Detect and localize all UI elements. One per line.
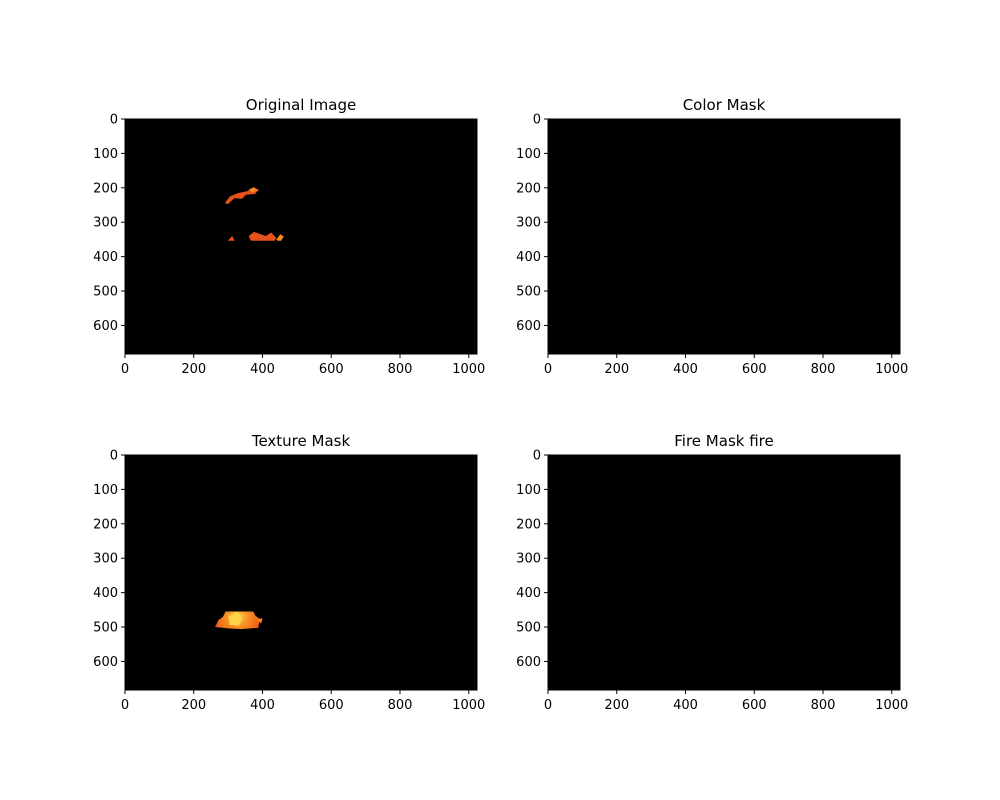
- panel-title: Texture Mask: [251, 432, 351, 450]
- x-tick-label: 800: [811, 698, 836, 713]
- y-tick-label: 0: [533, 113, 541, 128]
- y-tick-label: 200: [93, 181, 118, 196]
- y-tick-label: 500: [516, 285, 541, 300]
- panel-4: Fire Mask fire 0 200 400 600 800 1000 0 100 200 30…: [516, 432, 908, 713]
- y-tick-label: 400: [93, 586, 118, 601]
- x-tick-label: 1000: [875, 698, 908, 713]
- x-tick-label: 0: [121, 698, 129, 713]
- fire-core-region: [257, 618, 263, 624]
- y-tick-label: 0: [110, 449, 118, 464]
- panel-3: Texture Mask 0 200 400 600 800 1000 0 100 200 300 4…: [93, 432, 485, 713]
- y-tick-label: 600: [93, 655, 118, 670]
- x-tick-label: 800: [811, 362, 836, 377]
- y-tick-label: 100: [93, 147, 118, 162]
- x-tick-label: 0: [121, 362, 129, 377]
- panel-1: Original Image 0 200 400 600 800 1000 0 100 200 30…: [93, 96, 485, 377]
- image-content: [224, 187, 284, 241]
- x-tick-label: 0: [544, 362, 552, 377]
- fire-main-region: [248, 231, 277, 241]
- y-tick-label: 500: [516, 621, 541, 636]
- panel-title: Color Mask: [683, 96, 766, 114]
- y-tick-label: 200: [93, 517, 118, 532]
- image-content: [215, 611, 263, 630]
- image-area: [125, 119, 477, 354]
- axes-frame: [124, 118, 478, 355]
- y-tick-label: 400: [516, 250, 541, 265]
- fire-upper-region: [248, 187, 258, 193]
- x-tick-label: 200: [604, 362, 629, 377]
- axes-frame: [547, 454, 901, 691]
- panel-2: Color Mask 0 200 400 600 800 1000 0 100 200 300 400…: [516, 96, 908, 377]
- y-tick-label: 400: [516, 586, 541, 601]
- panel-title: Original Image: [246, 96, 356, 114]
- y-tick-label: 500: [93, 285, 118, 300]
- y-tick-label: 200: [516, 181, 541, 196]
- y-tick-label: 0: [110, 113, 118, 128]
- y-tick-label: 600: [516, 319, 541, 334]
- x-tick-label: 800: [388, 362, 413, 377]
- y-tick-label: 300: [93, 216, 118, 231]
- y-tick-label: 0: [533, 449, 541, 464]
- x-tick-label: 1000: [452, 698, 485, 713]
- image-area: [548, 455, 900, 690]
- fire-core-region: [228, 611, 243, 626]
- fire-upper-region: [224, 187, 260, 204]
- y-tick-label: 100: [516, 147, 541, 162]
- axes-frame: [124, 454, 478, 691]
- x-tick-label: 400: [250, 698, 275, 713]
- axes-frame: [547, 118, 901, 355]
- y-tick-label: 500: [93, 621, 118, 636]
- y-tick-label: 200: [516, 517, 541, 532]
- x-tick-label: 400: [673, 362, 698, 377]
- x-tick-label: 600: [742, 698, 767, 713]
- y-tick-label: 100: [516, 483, 541, 498]
- y-tick-label: 600: [516, 655, 541, 670]
- x-tick-label: 200: [181, 698, 206, 713]
- x-tick-label: 400: [673, 698, 698, 713]
- x-tick-label: 600: [319, 362, 344, 377]
- x-tick-label: 0: [544, 698, 552, 713]
- x-tick-label: 800: [388, 698, 413, 713]
- panel-title: Fire Mask fire: [674, 432, 773, 450]
- fire-main-region: [227, 235, 235, 241]
- y-tick-label: 300: [516, 552, 541, 567]
- x-tick-label: 400: [250, 362, 275, 377]
- image-area: [548, 119, 900, 354]
- y-tick-label: 600: [93, 319, 118, 334]
- y-tick-label: 100: [93, 483, 118, 498]
- fire-main-region: [276, 234, 284, 241]
- x-tick-label: 1000: [875, 362, 908, 377]
- x-tick-label: 600: [742, 362, 767, 377]
- y-tick-label: 400: [93, 250, 118, 265]
- x-tick-label: 200: [181, 362, 206, 377]
- image-area: [125, 455, 477, 690]
- x-tick-label: 600: [319, 698, 344, 713]
- y-tick-label: 300: [516, 216, 541, 231]
- y-tick-label: 300: [93, 552, 118, 567]
- x-tick-label: 200: [604, 698, 629, 713]
- x-tick-label: 1000: [452, 362, 485, 377]
